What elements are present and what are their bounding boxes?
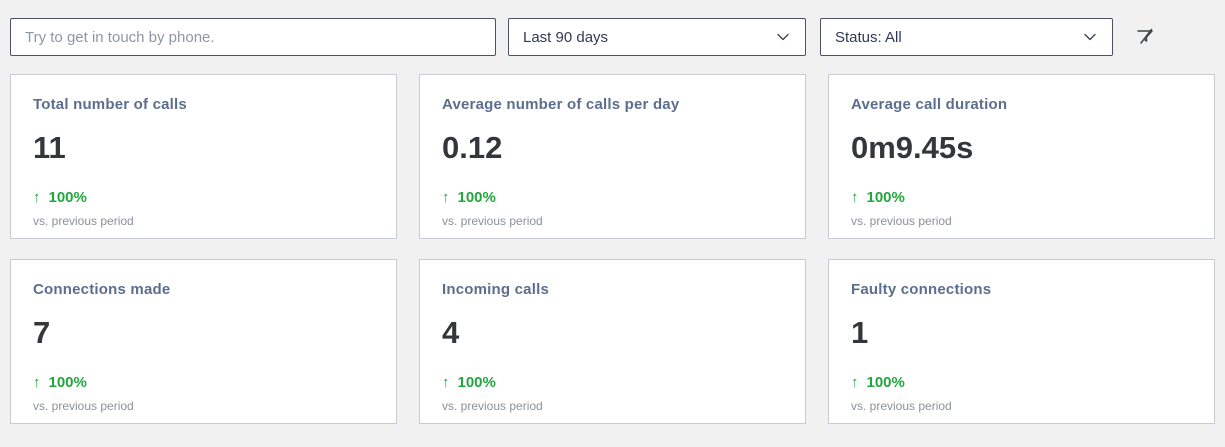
up-arrow-icon: ↑ — [851, 374, 859, 391]
stat-card-incoming-calls: Incoming calls 4 ↑ 100% vs. previous per… — [419, 259, 806, 424]
up-arrow-icon: ↑ — [33, 189, 41, 206]
stat-card-title: Total number of calls — [33, 96, 187, 113]
stat-card-value: 0.12 — [442, 130, 503, 165]
clear-filters-button[interactable] — [1131, 22, 1161, 52]
stat-card-avg-call-duration: Average call duration 0m9.45s ↑ 100% vs.… — [828, 74, 1215, 239]
stat-card-title: Average number of calls per day — [442, 96, 680, 113]
status-select-value: Status: All — [835, 28, 902, 46]
stat-card-comparison: vs. previous period — [851, 399, 952, 413]
stat-card-change: ↑ 100% — [33, 189, 374, 206]
stat-card-total-calls: Total number of calls 11 ↑ 100% vs. prev… — [10, 74, 397, 239]
stat-card-change-percent: 100% — [457, 189, 496, 206]
stat-card-change-percent: 100% — [457, 374, 496, 391]
stat-card-value: 4 — [442, 315, 460, 350]
stat-card-change: ↑ 100% — [851, 189, 1192, 206]
up-arrow-icon: ↑ — [33, 374, 41, 391]
stat-card-title: Incoming calls — [442, 281, 549, 298]
stat-card-faulty-connections: Faulty connections 1 ↑ 100% vs. previous… — [828, 259, 1215, 424]
stat-card-change-percent: 100% — [866, 374, 905, 391]
stat-card-change-percent: 100% — [866, 189, 905, 206]
filter-toolbar: Last 90 days Status: All — [10, 18, 1215, 56]
up-arrow-icon: ↑ — [851, 189, 859, 206]
stat-card-comparison: vs. previous period — [442, 399, 543, 413]
stat-card-change-percent: 100% — [48, 189, 87, 206]
stat-card-change-percent: 100% — [48, 374, 87, 391]
stat-card-change: ↑ 100% — [33, 374, 374, 391]
chevron-down-icon — [1084, 33, 1096, 41]
up-arrow-icon: ↑ — [442, 374, 450, 391]
date-range-select[interactable]: Last 90 days — [508, 18, 806, 56]
stat-card-value: 0m9.45s — [851, 130, 974, 165]
search-input[interactable] — [10, 18, 496, 56]
stat-card-change: ↑ 100% — [442, 374, 783, 391]
stat-card-comparison: vs. previous period — [33, 214, 134, 228]
stat-card-title: Connections made — [33, 281, 171, 298]
stat-card-title: Average call duration — [851, 96, 1008, 113]
stat-card-title: Faulty connections — [851, 281, 992, 298]
stat-card-value: 11 — [33, 130, 66, 165]
filter-off-icon — [1137, 28, 1153, 44]
stat-card-comparison: vs. previous period — [33, 399, 134, 413]
stat-card-change: ↑ 100% — [442, 189, 783, 206]
stats-grid: Total number of calls 11 ↑ 100% vs. prev… — [10, 74, 1215, 424]
chevron-down-icon — [777, 33, 789, 41]
stat-card-comparison: vs. previous period — [851, 214, 952, 228]
stat-card-change: ↑ 100% — [851, 374, 1192, 391]
date-range-select-value: Last 90 days — [523, 28, 609, 46]
stat-card-connections-made: Connections made 7 ↑ 100% vs. previous p… — [10, 259, 397, 424]
stat-card-value: 1 — [851, 315, 869, 350]
up-arrow-icon: ↑ — [442, 189, 450, 206]
status-select[interactable]: Status: All — [820, 18, 1113, 56]
stat-card-avg-calls-per-day: Average number of calls per day 0.12 ↑ 1… — [419, 74, 806, 239]
stat-card-value: 7 — [33, 315, 51, 350]
stat-card-comparison: vs. previous period — [442, 214, 543, 228]
